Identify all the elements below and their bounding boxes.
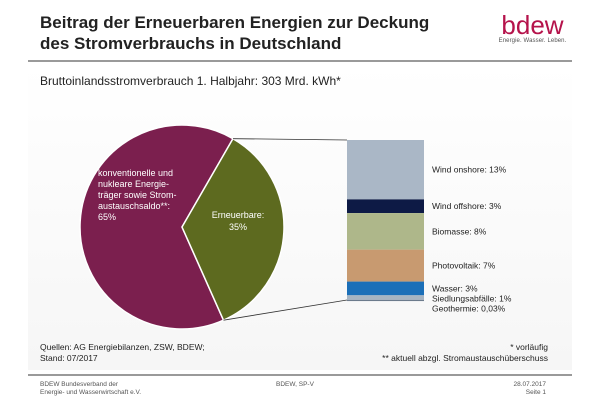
bar-label-1: Wind offshore: 3% xyxy=(432,201,502,211)
page-title: Beitrag der Erneuerbaren Energien zur De… xyxy=(40,12,460,54)
connector-top xyxy=(232,138,348,141)
footer: BDEW Bundesverband der Energie- und Wass… xyxy=(0,378,600,400)
bar-label-0: Wind onshore: 13% xyxy=(432,165,507,175)
bar-segment-1 xyxy=(347,199,424,214)
bar-label-5: Siedlungsabfälle: 1% xyxy=(432,293,512,303)
title-line-1: Beitrag der Erneuerbaren Energien zur De… xyxy=(40,13,430,32)
pie-label-renewable: Erneuerbare: 35% xyxy=(212,210,265,232)
bar-segment-5 xyxy=(347,295,424,300)
footer-organization: BDEW Bundesverband der Energie- und Wass… xyxy=(40,381,141,397)
bar-segment-6 xyxy=(347,299,424,302)
bar-label-6: Geothermie: 0,03% xyxy=(432,303,506,313)
footnote-preliminary: * vorläufig xyxy=(510,342,548,352)
chart-subtitle: Bruttoinlandsstromverbrauch 1. Halbjahr:… xyxy=(40,74,341,88)
connector-bottom xyxy=(223,299,348,321)
footer-department: BDEW, SP-V xyxy=(276,381,314,388)
footer-org-line-2: Energie- und Wasserwirtschaft e.V. xyxy=(40,389,142,396)
source-line-2: Stand: 07/2017 xyxy=(40,353,98,363)
footer-divider xyxy=(28,374,572,376)
pie-slice-conventional xyxy=(79,124,235,330)
bar-segment-0 xyxy=(347,140,424,200)
bar-label-4: Wasser: 3% xyxy=(432,283,478,293)
logo-tagline: Energie. Wasser. Leben. xyxy=(498,38,567,44)
pie-slice-renewable xyxy=(181,137,285,322)
footer-page: Seite 1 xyxy=(525,389,546,396)
logo-wordmark: bdew xyxy=(501,10,564,40)
bar-label-2: Biomasse: 8% xyxy=(432,226,487,236)
bar-segment-4 xyxy=(347,281,424,296)
footnote-exchange: ** aktuell abzgl. Stromaustauschüberschu… xyxy=(382,353,548,363)
bar-segment-2 xyxy=(347,213,424,250)
title-line-2: des Stromverbrauchs in Deutschland xyxy=(40,34,342,53)
footer-date-page: 28.07.2017 Seite 1 xyxy=(513,381,546,397)
source-line-1: Quellen: AG Energiebilanzen, ZSW, BDEW; xyxy=(40,342,205,352)
bdew-logo: bdew Energie. Wasser. Leben. xyxy=(485,10,580,44)
footer-org-line-1: BDEW Bundesverband der xyxy=(40,381,119,388)
footer-date: 28.07.2017 xyxy=(513,381,546,388)
header-divider xyxy=(28,60,572,62)
source-note: Quellen: AG Energiebilanzen, ZSW, BDEW; … xyxy=(40,342,205,364)
pie-label-conventional: konventionelle und nukleare Energie-träge… xyxy=(98,168,177,222)
bar-label-3: Photovoltaik: 7% xyxy=(432,261,496,271)
bar-segment-3 xyxy=(347,249,424,282)
